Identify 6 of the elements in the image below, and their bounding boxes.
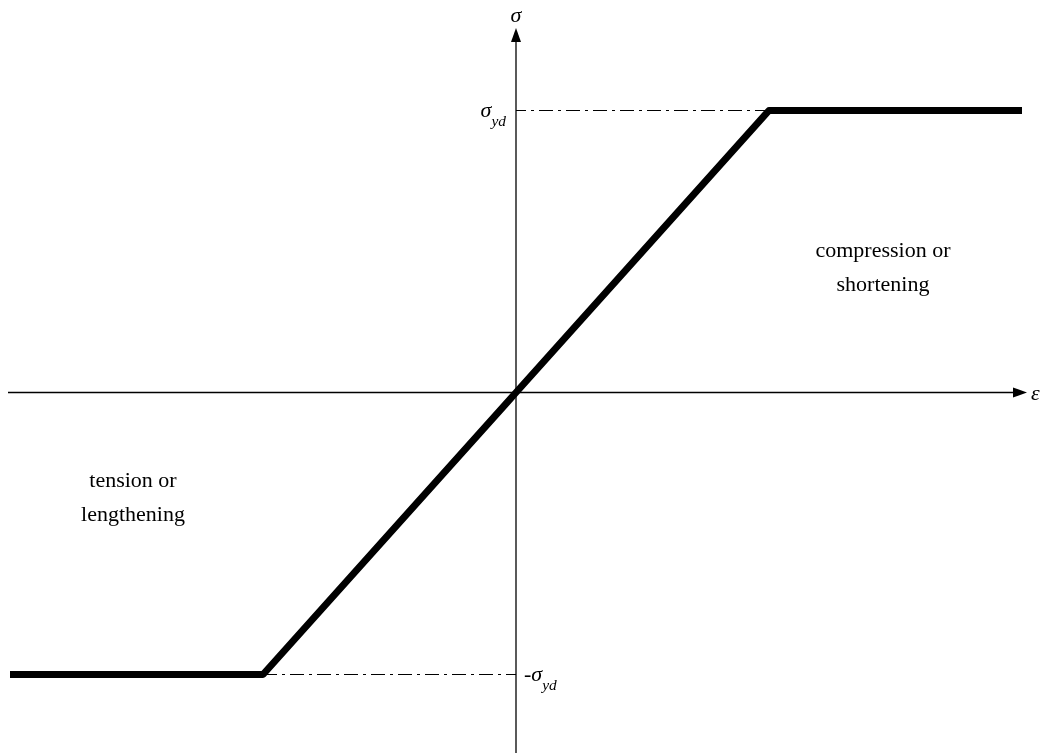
annotation: compression or shortening bbox=[814, 236, 952, 298]
ref-line-label: σ$_{yd}$ bbox=[480, 96, 507, 128]
y-axis-title: σ bbox=[510, 2, 523, 27]
ref-line-label: -σ$_{yd}$ bbox=[524, 660, 558, 692]
x-axis-title: ε bbox=[1031, 379, 1040, 405]
annotation: tension or lengthening bbox=[80, 466, 186, 528]
